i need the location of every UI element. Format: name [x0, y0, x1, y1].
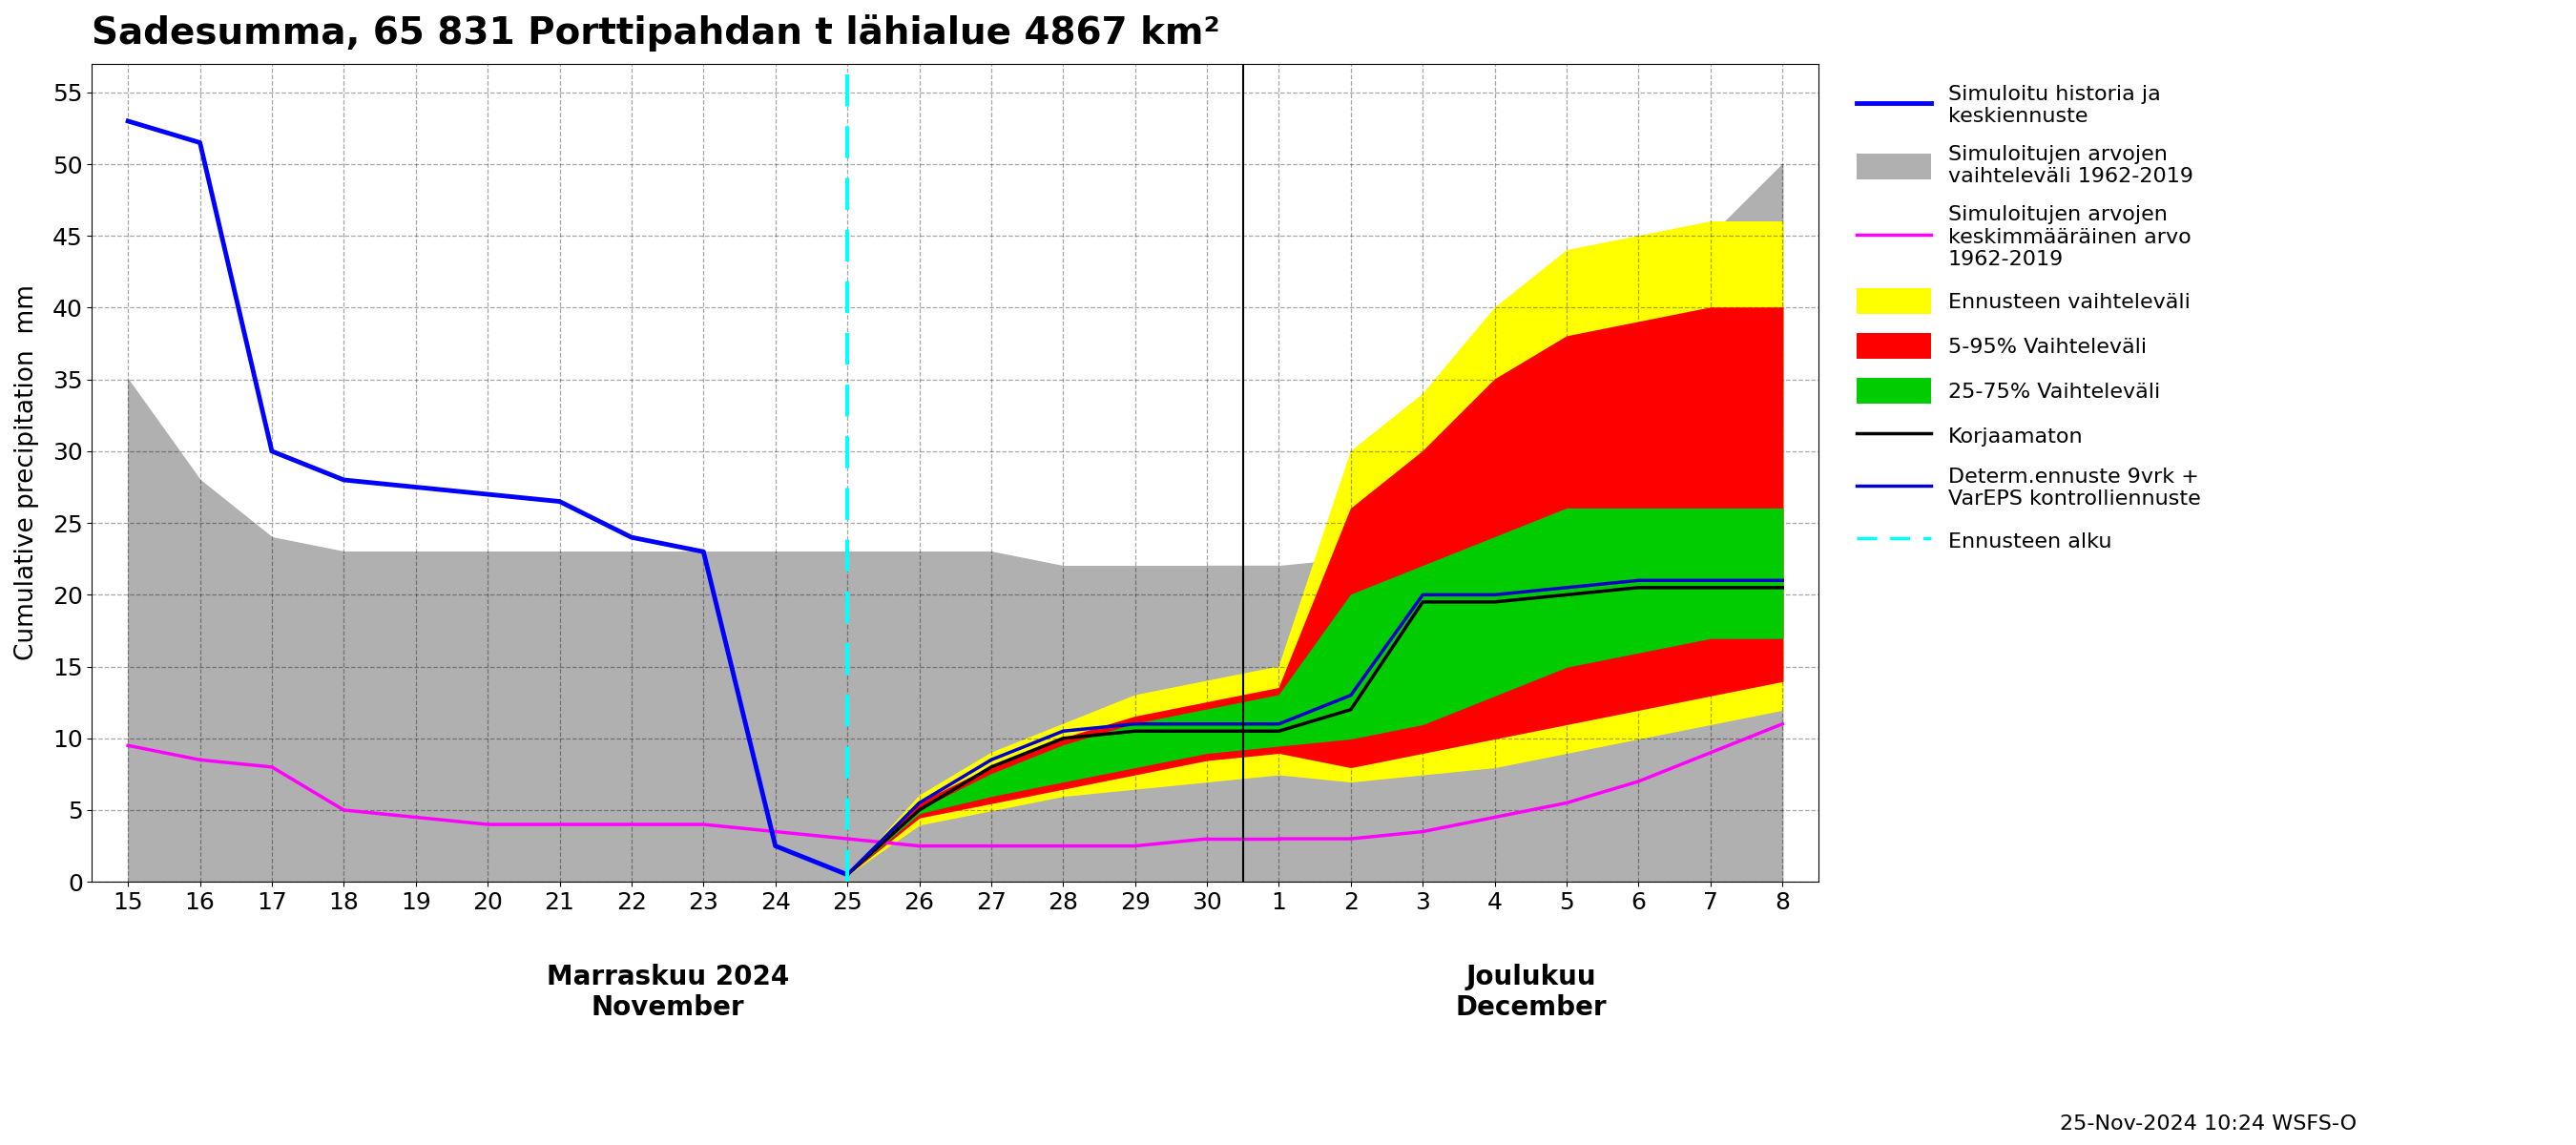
- Text: 25-Nov-2024 10:24 WSFS-O: 25-Nov-2024 10:24 WSFS-O: [2061, 1114, 2357, 1134]
- Legend: Simuloitu historia ja
keskiennuste, Simuloitujen arvojen
vaihteleväli 1962-2019,: Simuloitu historia ja keskiennuste, Simu…: [1847, 74, 2210, 564]
- Text: Joulukuu
December: Joulukuu December: [1455, 964, 1607, 1021]
- Text: Marraskuu 2024
November: Marraskuu 2024 November: [546, 964, 788, 1021]
- Y-axis label: Cumulative precipitation  mm: Cumulative precipitation mm: [15, 285, 39, 661]
- Text: Sadesumma, 65 831 Porttipahdan t lähialue 4867 km²: Sadesumma, 65 831 Porttipahdan t lähialu…: [93, 14, 1221, 52]
